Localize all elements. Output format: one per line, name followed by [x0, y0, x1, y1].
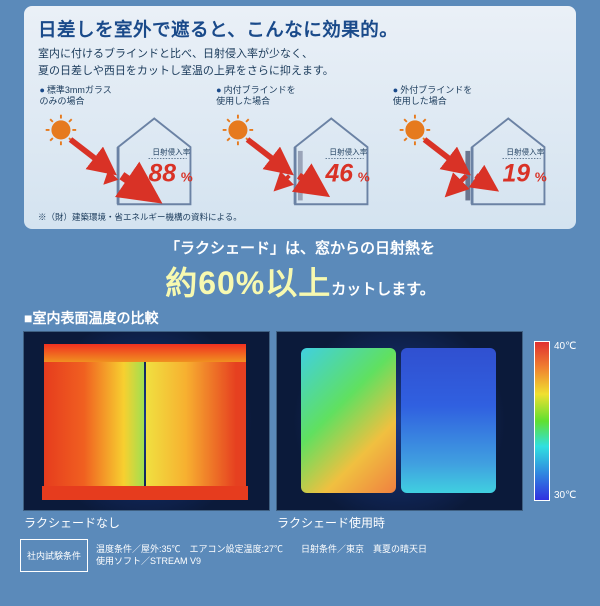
- thermal-image-without: [24, 332, 269, 510]
- house-block-1: 内付ブラインドを 使用した場合日射侵入率 46%: [216, 85, 384, 209]
- house-diagram: 日射侵入率 88%: [39, 109, 207, 209]
- svg-text:%: %: [535, 169, 547, 184]
- house-block-2: 外付ブラインドを 使用した場合日射侵入率 19%: [393, 85, 561, 209]
- conditions-head: 社内試験条件: [20, 539, 88, 572]
- thermal-image-with: [277, 332, 522, 510]
- house-diagram: 日射侵入率 19%: [393, 109, 561, 209]
- svg-text:19: 19: [502, 160, 530, 187]
- thermal-label-left: ラクシェードなし: [24, 514, 269, 531]
- footnote: ※（財）建築環境・省エネルギー機構の資料による。: [38, 211, 562, 223]
- colorbar-gradient: [534, 341, 550, 501]
- house-caption: 外付ブラインドを 使用した場合: [393, 85, 561, 107]
- claim-big: 約60%以上: [165, 265, 331, 301]
- svg-text:%: %: [181, 169, 193, 184]
- subline: 室内に付けるブラインドと比べ、日射侵入率が少なく、 夏の日差しや西日をカットし室…: [38, 46, 562, 79]
- svg-text:日射侵入率: 日射侵入率: [330, 146, 368, 156]
- colorbar-bottom: 30℃: [554, 490, 576, 501]
- top-panel: 日差しを室外で遮ると、こんなに効果的。 室内に付けるブラインドと比べ、日射侵入率…: [24, 6, 576, 229]
- thermal-row: ラクシェードなし ラクシェード使用時 40℃ 30℃: [24, 332, 576, 531]
- conditions-body: 温度条件／屋外:35℃ エアコン設定温度:27℃ 日射条件／東京 真夏の晴天日 …: [88, 539, 580, 572]
- svg-text:46: 46: [325, 160, 354, 187]
- svg-text:%: %: [358, 169, 370, 184]
- claim-line1: 「ラクシェード」は、窓からの日射熱を: [0, 237, 600, 258]
- thermal-left: ラクシェードなし: [24, 332, 269, 531]
- thermal-right: ラクシェード使用時: [277, 332, 522, 531]
- colorbar: 40℃ 30℃: [534, 332, 576, 510]
- colorbar-top: 40℃: [554, 341, 576, 352]
- claim-tail: カットします。: [331, 281, 435, 298]
- svg-text:88: 88: [149, 160, 177, 187]
- compare-title: ■室内表面温度の比較: [24, 308, 576, 328]
- thermal-label-right: ラクシェード使用時: [277, 514, 522, 531]
- house-block-0: 標準3mmガラス のみの場合日射侵入率 88%: [39, 85, 207, 209]
- headline: 日差しを室外で遮ると、こんなに効果的。: [38, 16, 562, 42]
- house-caption: 標準3mmガラス のみの場合: [39, 85, 207, 107]
- houses-row: 標準3mmガラス のみの場合日射侵入率88%内付ブラインドを 使用した場合日射侵…: [38, 85, 562, 209]
- house-caption: 内付ブラインドを 使用した場合: [216, 85, 384, 107]
- colorbar-labels: 40℃ 30℃: [554, 341, 576, 501]
- claim-block: 「ラクシェード」は、窓からの日射熱を 約60%以上カットします。: [0, 237, 600, 304]
- svg-text:日射侵入率: 日射侵入率: [506, 146, 544, 156]
- house-diagram: 日射侵入率 46%: [216, 109, 384, 209]
- svg-text:日射侵入率: 日射侵入率: [153, 146, 191, 156]
- conditions-row: 社内試験条件 温度条件／屋外:35℃ エアコン設定温度:27℃ 日射条件／東京 …: [20, 539, 580, 572]
